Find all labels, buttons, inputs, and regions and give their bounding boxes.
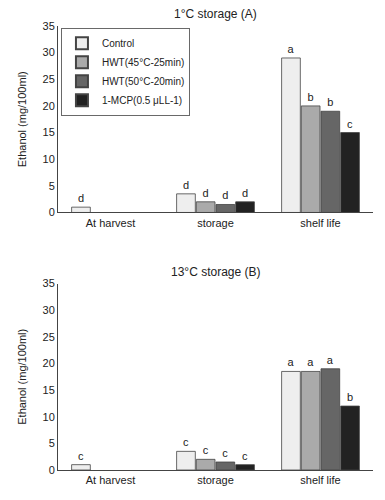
svg-text:b: b xyxy=(347,391,353,403)
svg-text:20: 20 xyxy=(43,357,55,369)
svg-text:25: 25 xyxy=(43,73,55,85)
svg-text:1°C storage (A): 1°C storage (A) xyxy=(174,7,257,21)
svg-text:d: d xyxy=(183,179,189,191)
svg-text:c: c xyxy=(242,450,248,462)
svg-text:b: b xyxy=(308,91,314,103)
svg-text:b: b xyxy=(327,96,333,108)
svg-text:c: c xyxy=(347,118,353,130)
svg-text:a: a xyxy=(287,356,294,368)
svg-text:10: 10 xyxy=(43,411,55,423)
svg-text:At harvest: At harvest xyxy=(86,217,136,229)
svg-text:c: c xyxy=(203,444,209,456)
svg-text:a: a xyxy=(287,43,294,55)
svg-text:35: 35 xyxy=(43,20,55,32)
svg-text:25: 25 xyxy=(43,331,55,343)
svg-text:0: 0 xyxy=(49,464,55,476)
svg-text:shelf life: shelf life xyxy=(300,217,340,229)
svg-text:Control: Control xyxy=(102,38,134,49)
svg-text:d: d xyxy=(78,192,84,204)
svg-text:15: 15 xyxy=(43,126,55,138)
svg-text:c: c xyxy=(222,447,228,459)
svg-text:Ethanol (mg/100ml): Ethanol (mg/100ml) xyxy=(16,329,28,425)
svg-text:a: a xyxy=(327,354,334,366)
svg-text:5: 5 xyxy=(49,180,55,192)
svg-text:At harvest: At harvest xyxy=(86,474,136,486)
svg-text:20: 20 xyxy=(43,100,55,112)
svg-text:10: 10 xyxy=(43,153,55,165)
svg-text:d: d xyxy=(203,187,209,199)
svg-text:1-MCP(0.5 μLL-1): 1-MCP(0.5 μLL-1) xyxy=(102,95,182,106)
svg-text:30: 30 xyxy=(43,304,55,316)
svg-text:storage: storage xyxy=(197,474,234,486)
svg-text:a: a xyxy=(307,356,314,368)
svg-text:35: 35 xyxy=(43,277,55,289)
svg-text:d: d xyxy=(222,189,228,201)
svg-text:15: 15 xyxy=(43,384,55,396)
svg-text:HWT(45°C-25min): HWT(45°C-25min) xyxy=(102,57,184,68)
svg-text:d: d xyxy=(242,187,248,199)
svg-text:c: c xyxy=(183,436,189,448)
svg-text:13°C storage (B): 13°C storage (B) xyxy=(171,265,261,279)
svg-text:HWT(50°C-20min): HWT(50°C-20min) xyxy=(102,76,184,87)
svg-text:shelf life: shelf life xyxy=(300,474,340,486)
svg-text:storage: storage xyxy=(197,217,234,229)
svg-text:0: 0 xyxy=(49,206,55,218)
svg-text:30: 30 xyxy=(43,46,55,58)
svg-text:c: c xyxy=(78,450,84,462)
svg-text:5: 5 xyxy=(49,437,55,449)
svg-text:Ethanol (mg/100ml): Ethanol (mg/100ml) xyxy=(16,71,28,167)
